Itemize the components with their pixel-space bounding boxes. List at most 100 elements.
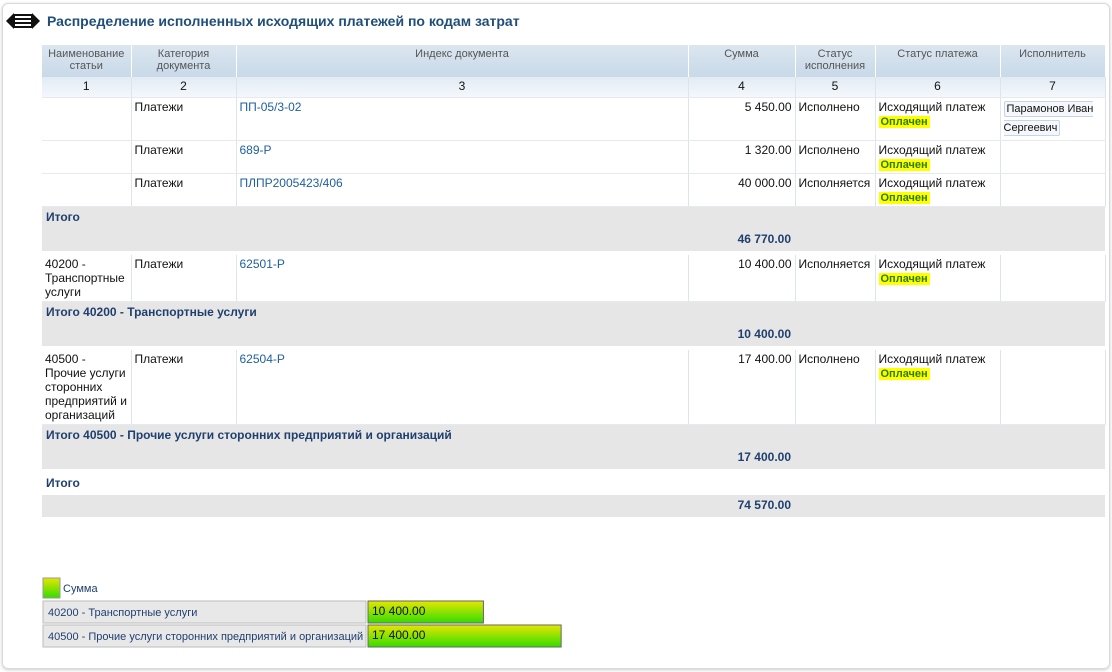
exec-status: Исполняется bbox=[795, 173, 876, 207]
category: Платежи bbox=[131, 140, 237, 174]
column-number: 7 bbox=[1000, 77, 1106, 98]
cell bbox=[42, 173, 132, 207]
exec-status: Исполнено bbox=[795, 97, 876, 141]
column-number: 6 bbox=[875, 77, 1001, 98]
status-badge: Оплачен bbox=[878, 192, 930, 204]
total-sum: 74 570.00 bbox=[688, 495, 795, 517]
cell bbox=[795, 324, 1105, 346]
data-row: 40200 - Транспортные услуги Платежи 62501-… bbox=[42, 255, 1106, 302]
exec-status: Исполняется bbox=[795, 255, 876, 302]
category-box bbox=[42, 600, 367, 624]
column-header: Статус исполнения bbox=[795, 45, 876, 77]
pay-status: Исходящий платеж bbox=[878, 176, 986, 190]
executor-cell bbox=[1000, 173, 1106, 207]
cell bbox=[42, 495, 688, 517]
cell bbox=[42, 229, 688, 251]
total-label: Итого bbox=[42, 473, 1105, 495]
value-label: 10 400.00 bbox=[372, 604, 426, 618]
executor-cell bbox=[1000, 140, 1106, 174]
category: Платежи bbox=[131, 97, 237, 141]
column-number: 3 bbox=[236, 77, 689, 98]
status-badge: Оплачен bbox=[878, 273, 930, 285]
total-label: Итого 40500 - Прочие услуги сторонних пр… bbox=[42, 424, 1105, 447]
legend-swatch bbox=[42, 577, 61, 599]
total-label: Итого 40200 - Транспортные услуги bbox=[42, 301, 1105, 324]
pay-status-cell: Исходящий платеж Оплачен bbox=[875, 255, 1001, 302]
total-sum: 10 400.00 bbox=[688, 324, 795, 346]
total-label-row: Итого 40500 - Прочие услуги сторонних пр… bbox=[42, 424, 1105, 447]
pay-status-cell: Исходящий платеж Оплачен bbox=[875, 140, 1001, 174]
executor-cell bbox=[1000, 350, 1106, 425]
document-link[interactable]: ПЛПР2005423/406 bbox=[239, 176, 343, 190]
expand-icon[interactable] bbox=[6, 10, 40, 32]
cell bbox=[42, 140, 132, 174]
total-label-row: Итого 40200 - Транспортные услуги bbox=[42, 301, 1105, 324]
column-header: Статус платежа bbox=[875, 45, 1001, 77]
index-cell: 62501-Р bbox=[236, 255, 689, 302]
legend-label: Сумма bbox=[63, 583, 98, 595]
cell bbox=[795, 229, 1105, 251]
document-link[interactable]: 62504-Р bbox=[239, 352, 285, 366]
column-number: 1 bbox=[42, 77, 132, 98]
value-label: 17 400.00 bbox=[372, 628, 426, 642]
exec-status: Исполнено bbox=[795, 350, 876, 425]
column-header: Сумма bbox=[688, 45, 796, 77]
column-header: Наименование статьи bbox=[42, 45, 132, 77]
document-link[interactable]: ПП-05/3-02 bbox=[239, 100, 302, 114]
total-sum: 17 400.00 bbox=[688, 447, 795, 469]
cell bbox=[795, 447, 1105, 469]
exec-status: Исполнено bbox=[795, 140, 876, 174]
column-header: Индекс документа bbox=[236, 45, 689, 77]
article: 40500 - Прочие услуги сторонних предприя… bbox=[42, 350, 132, 425]
cell bbox=[42, 517, 1105, 521]
pay-status-cell: Исходящий платеж Оплачен bbox=[875, 173, 1001, 207]
column-number: 5 bbox=[795, 77, 876, 98]
sum-chart: Сумма 40200 - Транспортные услуги 10 400.0… bbox=[42, 577, 562, 648]
total-sum-row: 74 570.00 bbox=[42, 495, 1105, 517]
total-sum-row: 17 400.00 bbox=[42, 447, 1105, 469]
sum: 5 450.00 bbox=[688, 97, 796, 141]
sum: 1 320.00 bbox=[688, 140, 796, 174]
category: Платежи bbox=[131, 173, 237, 207]
pay-status-cell: Исходящий платеж Оплачен bbox=[875, 350, 1001, 425]
total-label: Итого bbox=[42, 206, 1105, 229]
category: Платежи bbox=[131, 350, 237, 425]
executor-cell bbox=[1000, 255, 1106, 302]
document-link[interactable]: 689-Р bbox=[239, 143, 272, 157]
pay-status: Исходящий платеж bbox=[878, 352, 986, 366]
column-number: 2 bbox=[131, 77, 237, 98]
spacer-row bbox=[42, 517, 1105, 521]
cell bbox=[795, 495, 1105, 517]
panel bbox=[2, 3, 1110, 669]
pay-status: Исходящий платеж bbox=[878, 100, 986, 114]
total-label-row: Итого bbox=[42, 206, 1105, 229]
index-cell: ПЛПР2005423/406 bbox=[236, 173, 689, 207]
report-title: Распределение исполненных исходящих плат… bbox=[47, 13, 520, 29]
cell bbox=[42, 324, 688, 346]
executor[interactable]: Парамонов Иван Сергеевич bbox=[1003, 101, 1094, 136]
article: 40200 - Транспортные услуги bbox=[42, 255, 132, 302]
column-header: Категория документа bbox=[131, 45, 237, 77]
sum: 40 000.00 bbox=[688, 173, 796, 207]
data-row: 40500 - Прочие услуги сторонних предприя… bbox=[42, 350, 1106, 425]
column-header: Исполнитель bbox=[1000, 45, 1106, 77]
total-label-row: Итого bbox=[42, 473, 1105, 495]
data-row: Платежи ПП-05/3-02 5 450.00 Исполнено Исходя… bbox=[42, 97, 1106, 141]
total-sum-row: 46 770.00 bbox=[42, 229, 1105, 251]
data-row: Платежи 689-Р 1 320.00 Исполнено Исходящий п… bbox=[42, 140, 1106, 174]
column-number: 4 bbox=[688, 77, 796, 98]
sum: 17 400.00 bbox=[688, 350, 796, 425]
index-cell: ПП-05/3-02 bbox=[236, 97, 689, 141]
total-sum: 46 770.00 bbox=[688, 229, 795, 251]
bar bbox=[367, 624, 562, 648]
category: Платежи bbox=[131, 255, 237, 302]
category-box bbox=[42, 624, 367, 648]
data-row: Платежи ПЛПР2005423/406 40 000.00 Исполняет… bbox=[42, 173, 1106, 207]
status-badge: Оплачен bbox=[878, 368, 930, 380]
document-link[interactable]: 62501-Р bbox=[239, 257, 285, 271]
index-cell: 62504-Р bbox=[236, 350, 689, 425]
sum: 10 400.00 bbox=[688, 255, 796, 302]
pay-status-cell: Исходящий платеж Оплачен bbox=[875, 97, 1001, 141]
total-sum-row: 10 400.00 bbox=[42, 324, 1105, 346]
